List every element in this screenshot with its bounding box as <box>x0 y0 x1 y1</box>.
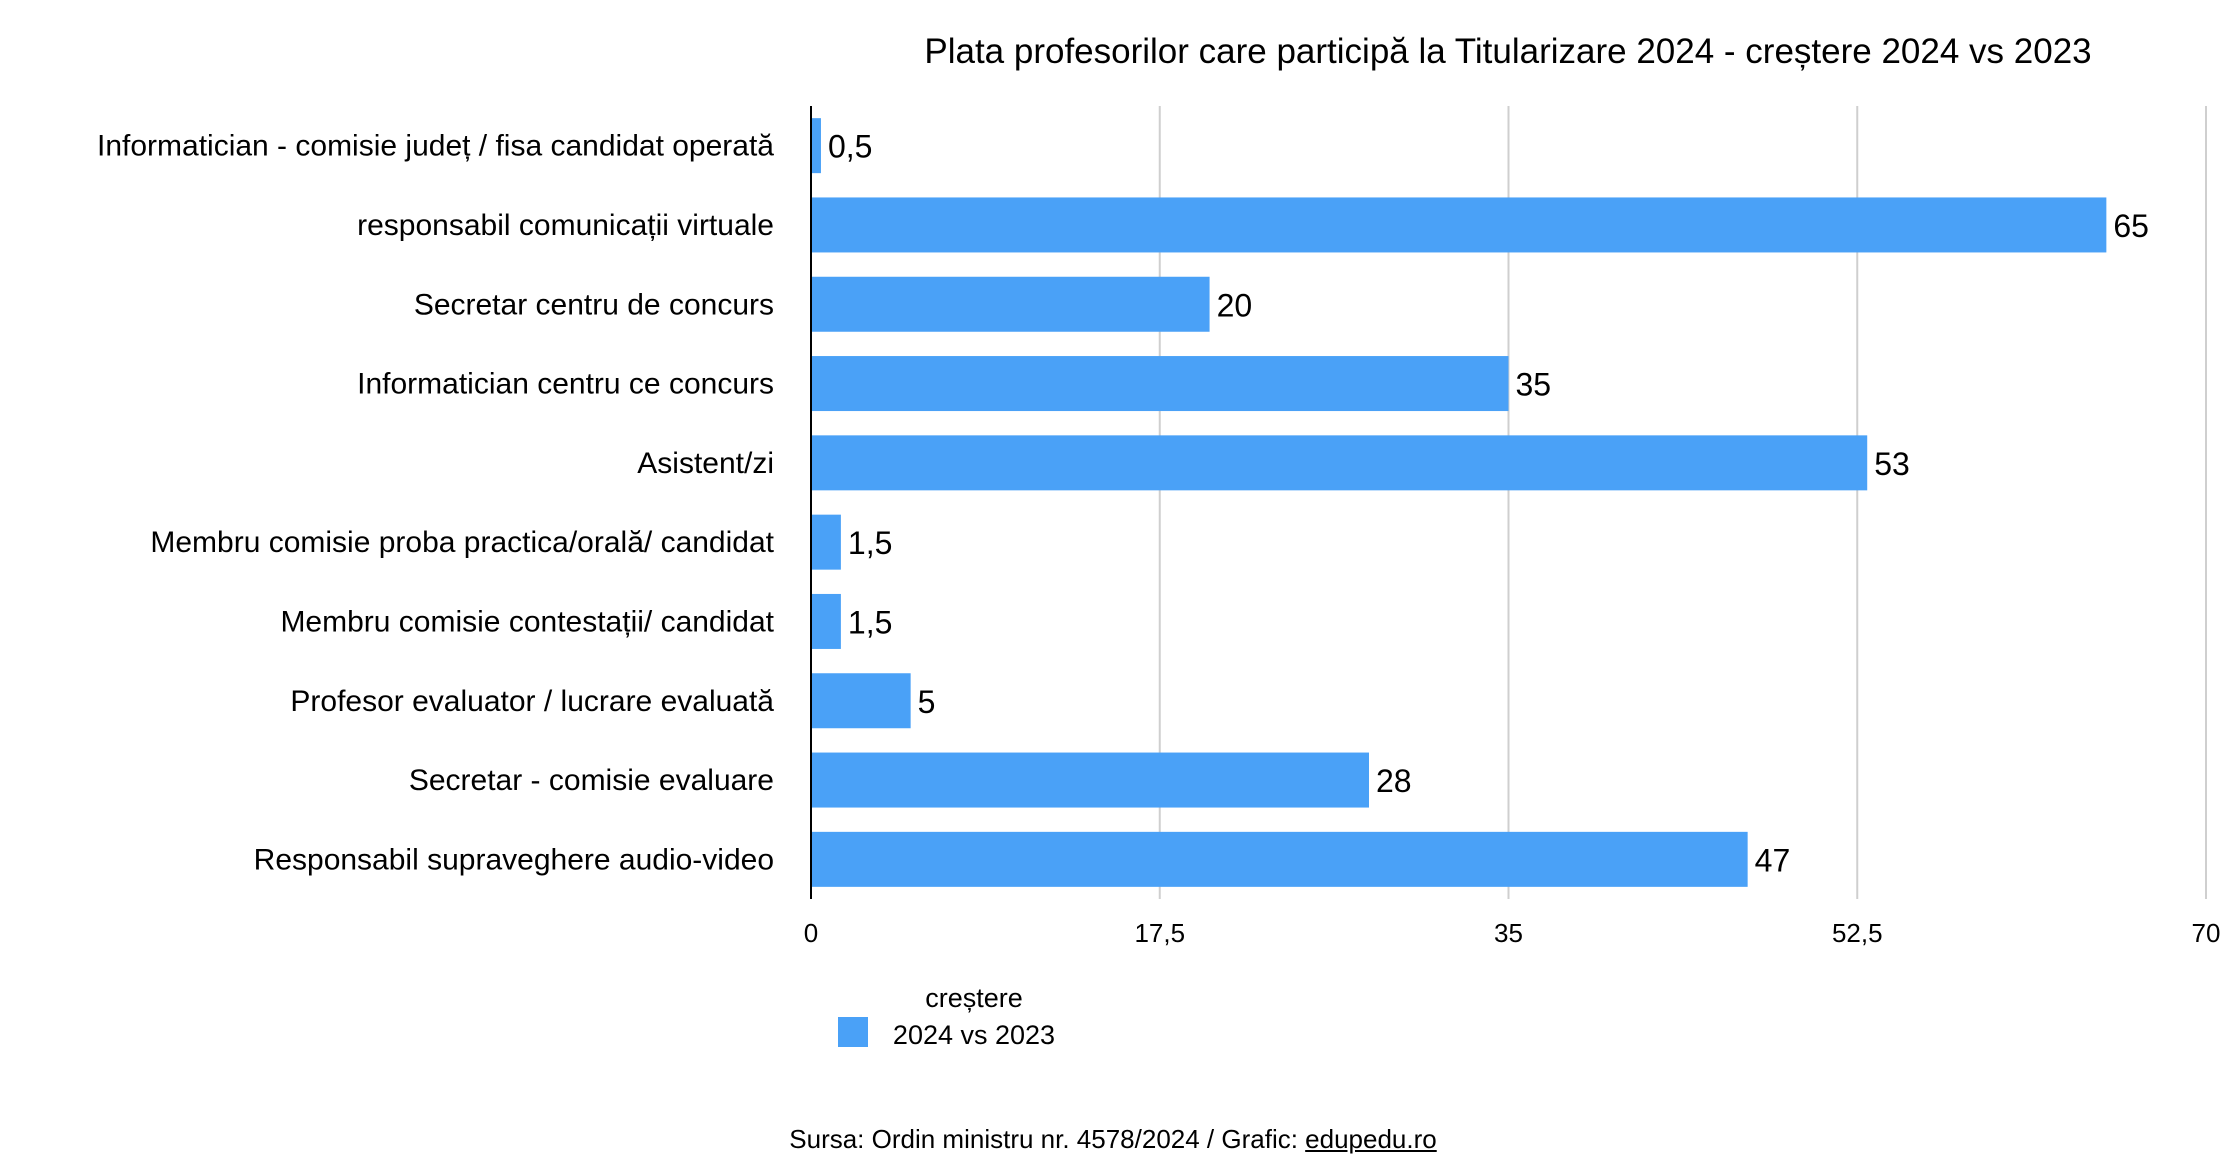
data-label: 0,5 <box>828 129 872 165</box>
category-label: Secretar - comisie evaluare <box>409 764 774 797</box>
category-label: Secretar centru de concurs <box>414 288 774 321</box>
data-label: 1,5 <box>848 525 892 561</box>
category-label: Informatician centru ce concurs <box>357 368 774 401</box>
data-label: 65 <box>2113 208 2149 244</box>
x-tick-label: 35 <box>1494 918 1523 948</box>
category-label: responsabil comunicații virtuale <box>357 209 774 242</box>
category-label: Responsabil supraveghere audio-video <box>254 843 774 876</box>
source-note: Sursa: Ordin ministru nr. 4578/2024 / Gr… <box>0 1124 2226 1155</box>
bar <box>811 435 1868 491</box>
category-labels: Informatician - comisie județ / fisa can… <box>97 130 775 877</box>
x-tick-labels: 0 17,5 35 52,5 70 <box>804 918 2221 948</box>
x-tick-label: 70 <box>2192 918 2221 948</box>
legend: creștere 2024 vs 2023 <box>838 983 1055 1050</box>
bars <box>811 118 2107 887</box>
bar <box>811 673 911 729</box>
bar <box>811 276 1210 332</box>
bar <box>811 752 1369 808</box>
x-tick-label: 17,5 <box>1134 918 1185 948</box>
category-label: Membru comisie contestații/ candidat <box>280 605 774 638</box>
bar <box>811 514 841 570</box>
x-tick-label: 0 <box>804 918 818 948</box>
data-label: 35 <box>1516 367 1552 403</box>
data-label: 53 <box>1874 446 1910 482</box>
legend-swatch <box>838 1017 868 1047</box>
bar <box>811 593 841 649</box>
data-label: 1,5 <box>848 604 892 640</box>
data-label: 47 <box>1755 842 1791 878</box>
bar <box>811 118 821 174</box>
bar <box>811 831 1748 887</box>
category-label: Membru comisie proba practica/orală/ can… <box>150 526 774 559</box>
source-link[interactable]: edupedu.ro <box>1305 1124 1437 1154</box>
category-label: Informatician - comisie județ / fisa can… <box>97 130 774 163</box>
data-label: 20 <box>1217 287 1253 323</box>
chart-title: Plata profesorilor care participă la Tit… <box>924 32 2091 71</box>
source-text: Sursa: Ordin ministru nr. 4578/2024 / Gr… <box>789 1124 1306 1154</box>
bar <box>811 356 1509 412</box>
data-label: 5 <box>918 684 936 720</box>
x-tick-label: 52,5 <box>1832 918 1883 948</box>
category-label: Asistent/zi <box>637 447 774 480</box>
bar <box>811 197 2107 253</box>
data-label: 28 <box>1376 763 1412 799</box>
legend-label-line1: creștere <box>925 983 1023 1013</box>
data-labels: 0,5 65 20 35 53 1,5 1,5 5 28 47 <box>828 129 2149 879</box>
category-label: Profesor evaluator / lucrare evaluată <box>290 685 774 718</box>
legend-label-line2: 2024 vs 2023 <box>893 1020 1055 1050</box>
